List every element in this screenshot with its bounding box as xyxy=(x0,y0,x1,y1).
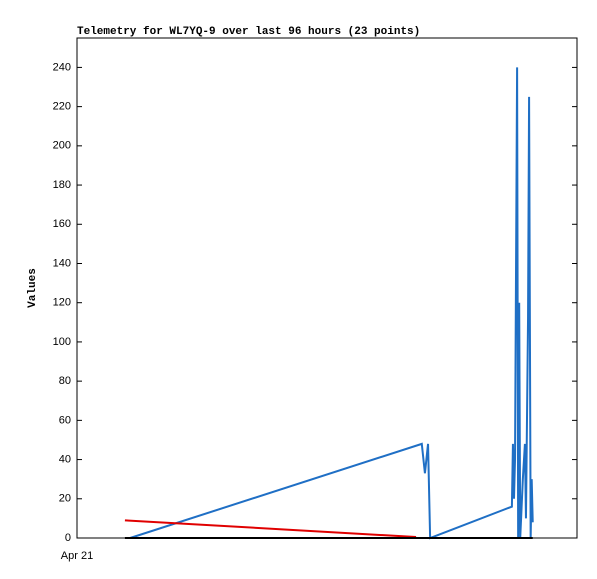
y-tick-label: 120 xyxy=(53,297,71,309)
y-tick-label: 60 xyxy=(59,414,71,426)
y-tick-label: 220 xyxy=(53,101,71,113)
y-tick-label: 100 xyxy=(53,336,71,348)
chart-title: Telemetry for WL7YQ-9 over last 96 hours… xyxy=(77,26,420,38)
series-line xyxy=(124,519,417,539)
y-axis-label: Values xyxy=(27,268,39,308)
y-tick-label: 240 xyxy=(53,61,71,73)
plot-frame xyxy=(76,37,578,539)
y-tick-label: 200 xyxy=(53,140,71,152)
y-tick-label: 80 xyxy=(59,375,71,387)
y-tick-label: 160 xyxy=(53,218,71,230)
series-line xyxy=(129,67,534,540)
y-tick-label: 40 xyxy=(59,453,71,465)
y-tick-label: 140 xyxy=(53,257,71,269)
y-tick-label: 0 xyxy=(65,532,71,544)
y-tick-label: 180 xyxy=(53,179,71,191)
y-tick-label: 20 xyxy=(59,493,71,505)
x-tick-label: Apr 21 xyxy=(61,550,93,562)
